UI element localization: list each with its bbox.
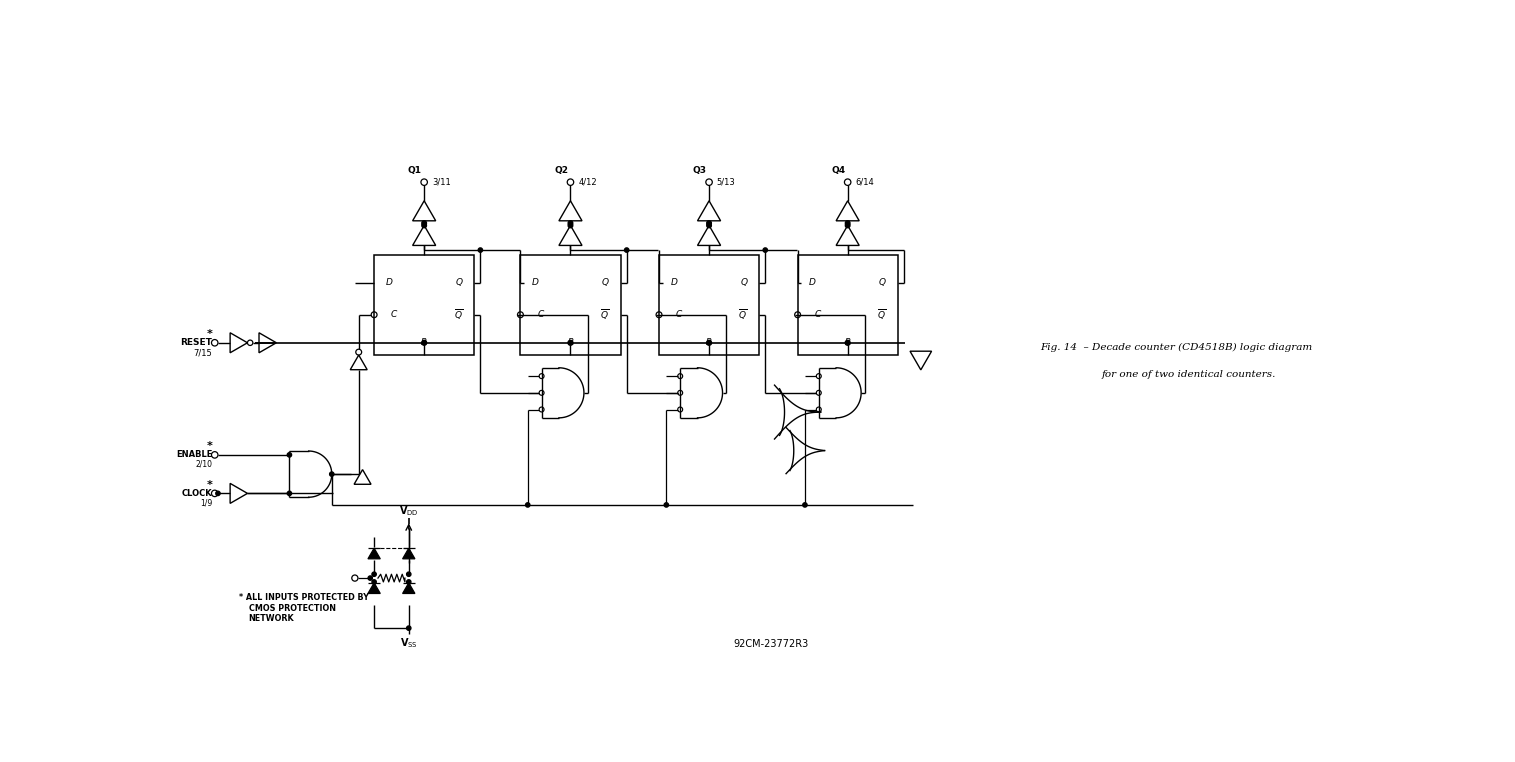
Text: *: *	[206, 441, 212, 451]
Polygon shape	[403, 583, 415, 594]
Circle shape	[845, 341, 850, 345]
Text: Q: Q	[456, 278, 462, 287]
Text: $\overline{Q}$: $\overline{Q}$	[600, 307, 609, 322]
Text: Q: Q	[601, 278, 609, 287]
Circle shape	[215, 491, 220, 495]
Text: R: R	[844, 338, 851, 347]
Text: V$_{\rm SS}$: V$_{\rm SS}$	[400, 636, 418, 650]
Text: D: D	[386, 278, 392, 287]
Text: $\overline{Q}$: $\overline{Q}$	[877, 307, 886, 322]
Circle shape	[406, 626, 411, 630]
Text: R: R	[706, 338, 712, 347]
Bar	[521, 255, 621, 355]
Circle shape	[421, 221, 427, 226]
Circle shape	[421, 341, 427, 345]
Text: $\overline{Q}$: $\overline{Q}$	[453, 307, 462, 322]
Circle shape	[421, 223, 427, 228]
Circle shape	[373, 572, 376, 576]
Text: CLOCK: CLOCK	[182, 489, 212, 498]
Text: C: C	[815, 310, 821, 319]
Bar	[374, 255, 474, 355]
Polygon shape	[403, 548, 415, 559]
Text: CMOS PROTECTION: CMOS PROTECTION	[248, 604, 336, 613]
Circle shape	[568, 341, 573, 345]
Text: Q1: Q1	[408, 166, 421, 175]
Text: D: D	[671, 278, 677, 287]
Text: for one of two identical counters.: for one of two identical counters.	[1101, 370, 1276, 379]
Circle shape	[368, 576, 373, 580]
Circle shape	[568, 221, 573, 226]
Circle shape	[406, 580, 411, 584]
Polygon shape	[368, 548, 380, 559]
Text: * ALL INPUTS PROTECTED BY: * ALL INPUTS PROTECTED BY	[239, 593, 370, 602]
Text: D: D	[809, 278, 817, 287]
Circle shape	[373, 580, 376, 584]
Polygon shape	[368, 583, 380, 594]
Text: Q3: Q3	[692, 166, 708, 175]
Circle shape	[764, 248, 768, 252]
Circle shape	[288, 491, 291, 495]
Circle shape	[708, 223, 712, 228]
Circle shape	[845, 223, 850, 228]
Text: 92CM-23772R3: 92CM-23772R3	[733, 639, 809, 648]
Text: 5/13: 5/13	[717, 178, 735, 187]
Circle shape	[568, 223, 573, 228]
Text: $\overline{Q}$: $\overline{Q}$	[738, 307, 747, 322]
Circle shape	[288, 453, 291, 457]
Text: *: *	[206, 329, 212, 339]
Text: 3/11: 3/11	[432, 178, 450, 187]
Bar	[659, 255, 759, 355]
Text: C: C	[676, 310, 682, 319]
Text: NETWORK: NETWORK	[248, 614, 294, 623]
Text: R: R	[567, 338, 574, 347]
Text: RESET: RESET	[180, 338, 212, 347]
Circle shape	[803, 503, 807, 507]
Text: C: C	[391, 310, 397, 319]
Circle shape	[706, 341, 712, 345]
Circle shape	[479, 248, 483, 252]
Circle shape	[526, 503, 530, 507]
Text: *: *	[206, 479, 212, 489]
Text: 6/14: 6/14	[856, 178, 874, 187]
Text: R: R	[421, 338, 427, 347]
Circle shape	[330, 472, 333, 476]
Text: Q2: Q2	[554, 166, 568, 175]
Circle shape	[664, 503, 668, 507]
Text: Fig. 14  – Decade counter (CD4518B) logic diagram: Fig. 14 – Decade counter (CD4518B) logic…	[1041, 342, 1312, 351]
Text: C: C	[538, 310, 544, 319]
Text: ENABLE: ENABLE	[176, 450, 212, 459]
Text: V$_{\rm DD}$: V$_{\rm DD}$	[398, 504, 418, 518]
Bar	[797, 255, 898, 355]
Text: 1/9: 1/9	[200, 498, 212, 507]
Text: 2/10: 2/10	[195, 459, 212, 469]
Text: 7/15: 7/15	[194, 348, 212, 357]
Circle shape	[406, 572, 411, 576]
Text: 4/12: 4/12	[579, 178, 597, 187]
Circle shape	[708, 221, 712, 226]
Text: Q4: Q4	[832, 166, 845, 175]
Text: Q: Q	[879, 278, 886, 287]
Circle shape	[845, 221, 850, 226]
Text: Q: Q	[741, 278, 747, 287]
Text: D: D	[532, 278, 539, 287]
Circle shape	[624, 248, 629, 252]
